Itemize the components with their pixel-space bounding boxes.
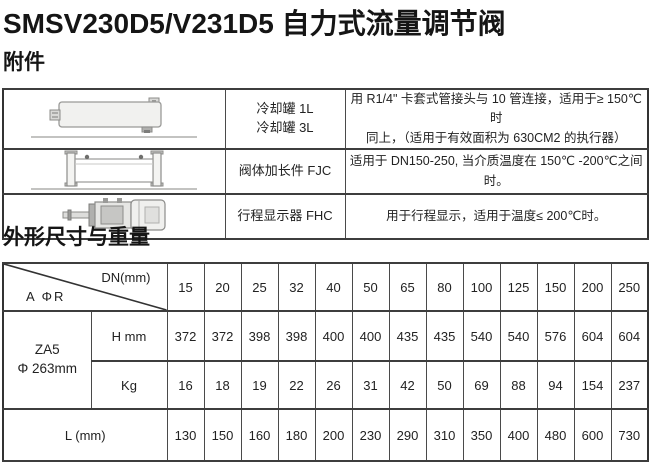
accessory-desc-cell: 适用于 DN150-250, 当介质温度在 150℃ -200℃之间 时。 [344, 148, 649, 196]
kg-value-cell: 88 [499, 360, 538, 410]
l-value-cell: 310 [425, 408, 464, 462]
l-value-cell: 400 [499, 408, 538, 462]
dn-value-cell: 15 [166, 262, 205, 312]
kg-value-cell: 18 [203, 360, 242, 410]
l-dimension-row: L (mm) 130 150 160 180 200 230 290 310 350 400 480… [2, 408, 649, 462]
dn-value-cell: 200 [573, 262, 612, 312]
h-value-cell: 400 [351, 310, 390, 362]
dn-value-cell: 20 [203, 262, 242, 312]
kg-dimension-row: Kg 16 18 19 22 26 31 42 50 69 88 94 154 237 [3, 360, 649, 410]
kg-value-cell: 16 [166, 360, 205, 410]
accessory-name-cell: 冷却罐 1L 冷却罐 3L [224, 87, 346, 151]
row-label-h: H mm [90, 310, 168, 362]
table-row: 行程显示器 FHC 用于行程显示，适用于温度≤ 200℃时。 [2, 193, 649, 241]
diagonal-corner-cell: DN(mm) A ΦR [2, 262, 168, 312]
actuator-diameter: Φ 263mm [17, 361, 78, 376]
l-value-cell: 180 [277, 408, 316, 462]
kg-value-cell: 94 [536, 360, 575, 410]
dn-value-cell: 150 [536, 262, 575, 312]
corner-label-a-phi-r: A ΦR [26, 289, 66, 304]
h-value-cell: 400 [314, 310, 353, 362]
l-value-cell: 230 [351, 408, 390, 462]
h-value-cell: 435 [425, 310, 464, 362]
accessory-name: 行程显示器 FHC [237, 208, 333, 224]
dn-value-cell: 50 [351, 262, 390, 312]
h-value-cell: 540 [462, 310, 501, 362]
accessory-desc: 用 R1/4" 卡套式管接头与 10 管连接，适用于≥ 150℃时 [350, 92, 642, 126]
l-value-cell: 160 [240, 408, 279, 462]
h-value-cell: 372 [166, 310, 205, 362]
dn-value-cell: 80 [425, 262, 464, 312]
kg-value-cell: 69 [462, 360, 501, 410]
page-title: SMSV230D5/V231D5 自力式流量调节阀 [3, 8, 506, 39]
dimensions-table: DN(mm) A ΦR 15 20 25 32 40 50 65 80 100 125 150 200… [2, 262, 649, 462]
kg-value-cell: 19 [240, 360, 279, 410]
accessory-name: 冷却罐 3L [256, 120, 314, 136]
accessories-table: 冷却罐 1L 冷却罐 3L 用 R1/4" 卡套式管接头与 10 管连接，适用于… [2, 87, 649, 241]
h-value-cell: 435 [388, 310, 427, 362]
row-label-l: L (mm) [2, 408, 168, 462]
accessory-image-cell [2, 87, 226, 151]
accessory-name-cell: 阀体加长件 FJC [224, 148, 346, 196]
accessory-desc-cell: 用 R1/4" 卡套式管接头与 10 管连接，适用于≥ 150℃时 同上，（适用… [344, 87, 649, 151]
h-value-cell: 540 [499, 310, 538, 362]
accessory-name: 阀体加长件 FJC [238, 163, 332, 179]
h-dimension-row: ZA5 Φ 263mm H mm 372 372 398 398 400 400 435 43… [2, 310, 649, 410]
dn-value-cell: 40 [314, 262, 353, 312]
actuator-group-cell: ZA5 Φ 263mm [2, 310, 92, 410]
l-value-cell: 130 [166, 408, 205, 462]
table-row: 阀体加长件 FJC 适用于 DN150-250, 当介质温度在 150℃ -20… [2, 148, 649, 196]
kg-value-cell: 26 [314, 360, 353, 410]
kg-value-cell: 50 [425, 360, 464, 410]
dn-header-row: DN(mm) A ΦR 15 20 25 32 40 50 65 80 100 125 150 200… [2, 262, 649, 312]
dn-value-cell: 125 [499, 262, 538, 312]
kg-value-cell: 22 [277, 360, 316, 410]
l-value-cell: 600 [573, 408, 612, 462]
dn-value-cell: 65 [388, 262, 427, 312]
accessory-desc: 用于行程显示，适用于温度≤ 200℃时。 [386, 208, 607, 223]
h-value-cell: 398 [277, 310, 316, 362]
l-value-cell: 290 [388, 408, 427, 462]
accessory-name: 冷却罐 1L [256, 101, 314, 117]
accessories-table-wrap: 冷却罐 1L 冷却罐 3L 用 R1/4" 卡套式管接头与 10 管连接，适用于… [2, 87, 649, 241]
l-value-cell: 200 [314, 408, 353, 462]
accessory-image-cell [2, 193, 226, 241]
kg-value-cell: 237 [610, 360, 649, 410]
h-value-cell: 372 [203, 310, 242, 362]
dn-value-cell: 32 [277, 262, 316, 312]
accessory-desc: 适用于 DN150-250, 当介质温度在 150℃ -200℃之间 时。 [349, 154, 643, 188]
diagonal-line [4, 264, 167, 310]
accessory-desc-cell: 用于行程显示，适用于温度≤ 200℃时。 [344, 193, 649, 241]
h-value-cell: 604 [610, 310, 649, 362]
l-value-cell: 350 [462, 408, 501, 462]
corner-label-dn: DN(mm) [101, 270, 151, 285]
kg-value-cell: 154 [573, 360, 612, 410]
accessory-image-cell [2, 148, 226, 196]
section-heading-dimensions: 外形尺寸与重量 [3, 226, 150, 249]
l-value-cell: 150 [203, 408, 242, 462]
dn-value-cell: 250 [610, 262, 649, 312]
kg-value-cell: 31 [351, 360, 390, 410]
cooling-tank-drawing [31, 97, 198, 138]
actuator-model: ZA5 [34, 342, 60, 358]
dn-value-cell: 100 [462, 262, 501, 312]
dn-value-cell: 25 [240, 262, 279, 312]
accessory-name-cell: 行程显示器 FHC [224, 193, 346, 241]
h-value-cell: 576 [536, 310, 575, 362]
table-row: 冷却罐 1L 冷却罐 3L 用 R1/4" 卡套式管接头与 10 管连接，适用于… [2, 87, 649, 151]
l-value-cell: 480 [536, 408, 575, 462]
accessory-desc: 同上，（适用于有效面积为 630CM2 的执行器） [366, 130, 627, 145]
dimensions-table-wrap: DN(mm) A ΦR 15 20 25 32 40 50 65 80 100 125 150 200… [2, 262, 649, 462]
valve-body-extension-drawing [31, 150, 198, 191]
row-label-kg: Kg [90, 360, 168, 410]
travel-indicator-drawing [62, 198, 166, 231]
section-heading-accessories: 附件 [3, 51, 45, 74]
kg-value-cell: 42 [388, 360, 427, 410]
h-value-cell: 398 [240, 310, 279, 362]
l-value-cell: 730 [610, 408, 649, 462]
h-value-cell: 604 [573, 310, 612, 362]
